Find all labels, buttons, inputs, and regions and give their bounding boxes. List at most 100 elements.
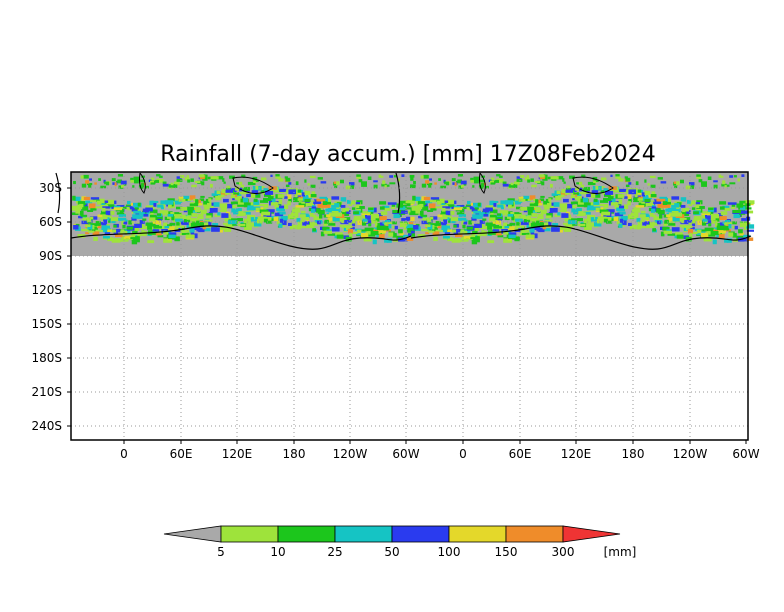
rain-cell (532, 233, 538, 239)
rain-cell (133, 178, 140, 182)
rain-cell (92, 231, 100, 236)
rain-cell (679, 217, 687, 221)
rain-cell (127, 200, 131, 205)
rain-cell (347, 228, 353, 234)
rain-cell (251, 190, 259, 195)
rain-cell (173, 184, 178, 188)
rain-cell (580, 191, 589, 195)
rain-cell (226, 224, 234, 228)
rain-cell (345, 185, 351, 190)
rain-cell (408, 216, 415, 222)
rain-cell (288, 189, 296, 195)
rain-cell (541, 181, 545, 186)
rain-cell (644, 179, 647, 183)
rain-cell (256, 203, 265, 207)
rain-cell (101, 225, 108, 230)
rain-cell (156, 213, 162, 216)
rain-cell (523, 195, 530, 199)
rain-cell (403, 234, 411, 238)
rain-cell (233, 209, 239, 215)
rain-cell (384, 185, 387, 188)
south-america-coastline (395, 172, 401, 214)
rain-cell (514, 236, 520, 242)
rain-cell (702, 218, 708, 222)
rain-cell (683, 219, 693, 223)
rain-cell (540, 195, 545, 198)
rain-cell (560, 207, 567, 212)
rain-cell (495, 179, 499, 183)
rain-cell (702, 211, 711, 215)
rain-cell (107, 229, 114, 232)
rain-cell (317, 203, 324, 208)
rain-cell (379, 201, 387, 205)
rain-cell (441, 207, 446, 212)
rain-cell (232, 204, 237, 209)
rain-cell (406, 200, 415, 205)
rain-cell (328, 212, 335, 217)
rain-cell (523, 217, 531, 223)
rain-cell (169, 232, 177, 235)
rain-cell (361, 181, 367, 185)
rain-cell (359, 229, 368, 232)
rain-cell (578, 212, 586, 216)
rain-cell (180, 230, 190, 233)
rain-cell (347, 199, 351, 204)
rain-cell (657, 177, 663, 180)
rain-cell (274, 212, 283, 217)
rain-cell (401, 174, 405, 177)
rain-cell (311, 200, 315, 203)
rain-cell (202, 228, 211, 232)
rain-cell (525, 234, 535, 239)
rain-cell (261, 211, 270, 216)
rain-cell (86, 218, 92, 223)
rain-cell (263, 197, 272, 201)
rain-cell (514, 226, 519, 230)
rain-cell (445, 210, 452, 216)
rain-cell (311, 222, 315, 225)
rain-cell (88, 230, 95, 233)
rain-cell (508, 234, 516, 239)
rain-cell (590, 217, 600, 222)
rain-cell (264, 217, 272, 221)
rain-cell (418, 215, 427, 219)
rain-cell (399, 232, 404, 236)
rain-cell (704, 237, 712, 242)
rain-cell (444, 181, 448, 185)
rain-cell (297, 189, 302, 193)
rain-cell (331, 196, 340, 200)
rain-cell (288, 222, 292, 226)
rain-cell (196, 216, 204, 219)
rain-cell (595, 186, 599, 190)
rain-cell (720, 211, 728, 215)
rain-cell (79, 203, 84, 208)
rain-cell (288, 214, 296, 219)
rain-cell (262, 191, 266, 195)
rain-cell (225, 205, 231, 208)
rain-cell (446, 199, 455, 205)
rain-cell (507, 214, 514, 217)
rain-cell (336, 181, 340, 186)
rain-cell (531, 213, 538, 217)
rain-cell (80, 214, 88, 217)
rain-cell (345, 236, 352, 242)
rain-cell (432, 231, 440, 236)
rain-cell (497, 204, 504, 208)
rain-cell (285, 177, 291, 182)
rain-cell (482, 218, 487, 221)
rain-cell (633, 197, 640, 203)
rain-cell (437, 214, 443, 218)
rain-cell (205, 215, 212, 219)
rain-cell (217, 176, 224, 180)
rain-cell (122, 224, 126, 229)
rain-cell (300, 220, 304, 224)
rain-cell (509, 184, 516, 188)
rain-cell (407, 228, 412, 233)
rain-cell (727, 202, 737, 205)
rain-cell (457, 174, 463, 177)
rain-cell (113, 200, 117, 204)
rain-cell (171, 216, 175, 221)
rain-cell (473, 210, 481, 214)
rain-cell (305, 202, 315, 207)
rain-cell (278, 178, 284, 182)
rain-cell (340, 197, 347, 202)
